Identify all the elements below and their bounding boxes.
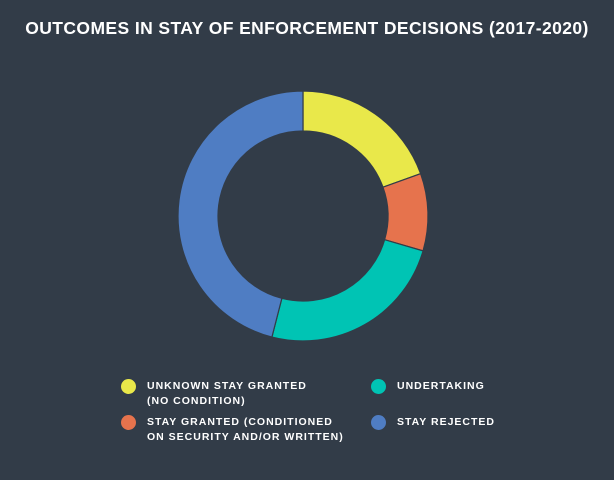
legend-label: UNDERTAKING xyxy=(397,380,485,392)
legend-label: UNKNOWN STAY GRANTED (NO CONDITION) xyxy=(147,380,307,407)
legend-item-stay-granted-conditioned: STAY GRANTED (CONDITIONED ON SECURITY AN… xyxy=(121,415,344,445)
legend-swatch xyxy=(121,379,136,394)
donut-slice-stay-rejected xyxy=(177,90,304,338)
legend-label: STAY GRANTED (CONDITIONED ON SECURITY AN… xyxy=(147,416,344,443)
legend-item-unknown-stay-granted: UNKNOWN STAY GRANTED (NO CONDITION) xyxy=(121,379,307,409)
donut-slice-stay-granted-conditioned xyxy=(382,172,429,252)
donut-slice-unknown-stay-granted xyxy=(302,90,422,188)
legend-swatch xyxy=(371,379,386,394)
legend-swatch xyxy=(121,415,136,430)
legend-swatch xyxy=(371,415,386,430)
legend-item-undertaking: UNDERTAKING xyxy=(371,379,485,394)
legend-label: STAY REJECTED xyxy=(397,416,495,428)
legend-item-stay-rejected: STAY REJECTED xyxy=(371,415,495,430)
chart-title: OUTCOMES IN STAY OF ENFORCEMENT DECISION… xyxy=(25,18,589,38)
donut-slice-undertaking xyxy=(271,238,424,342)
